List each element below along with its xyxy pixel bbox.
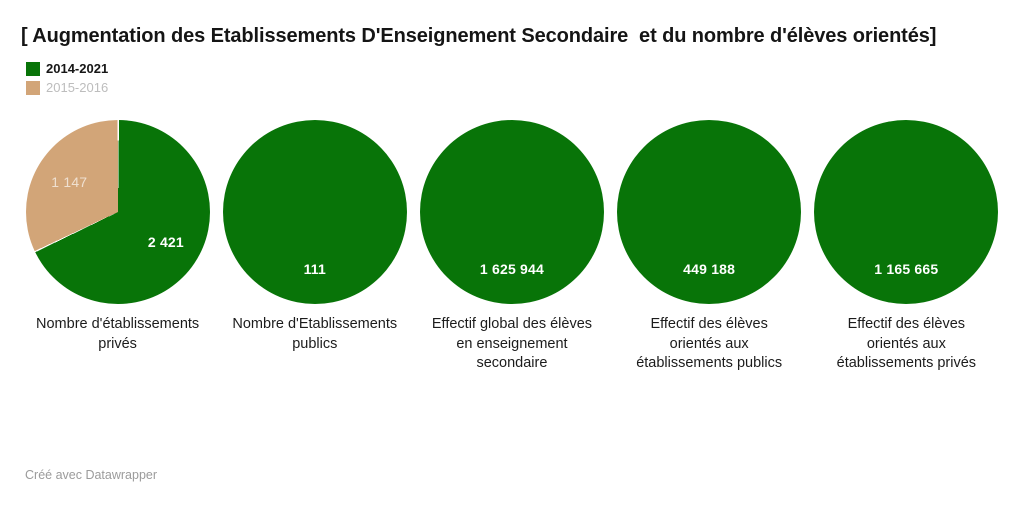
pie-caption: Effectif des élèves orientés aux établis… [636,316,783,371]
pie-effectif-global[interactable]: 1 625 944 [419,120,604,304]
pie-group-etablissements-prives: 2 421 1 147 Nombre d'établissements priv… [19,120,216,374]
pie-etablissements-publics[interactable]: 111 [222,120,407,304]
pie-caption: Nombre d'établissements privés [36,316,200,352]
slice-value-label: 1 147 [51,173,88,190]
pie-caption: Effectif global des élèves en enseigneme… [431,316,593,371]
pie-group-orientes-publics: 449 188 Effectif des élèves orientés aux… [611,120,808,374]
slice-value-label: 1 625 944 [479,261,545,278]
legend-item-2015-2016[interactable]: 2015-2016 [26,79,108,96]
slice-value-label: 449 188 [683,261,736,278]
chart-title: [ Augmentation des Etablissements D'Ense… [21,25,937,47]
slice-value-label: 1 165 665 [874,261,939,278]
pie-orientes-publics[interactable]: 449 188 [617,120,802,304]
pie-caption: Effectif des élèves orientés aux établis… [836,316,977,371]
pie-group-orientes-prives: 1 165 665 Effectif des élèves orientés a… [808,120,1005,374]
pie-group-etablissements-publics: 111 Nombre d'Etablissements publics [216,120,413,374]
legend-label-2014-2021: 2014-2021 [46,61,109,76]
legend-swatch-green [26,61,40,76]
pie-group-effectif-global: 1 625 944 Effectif global des élèves en … [413,120,610,374]
legend-swatch-tan [26,80,40,95]
pie-etablissements-prives[interactable]: 2 421 1 147 [25,120,210,304]
slice-value-label: 111 [303,261,326,278]
pie-orientes-prives[interactable]: 1 165 665 [814,120,999,304]
pies-row: 2 421 1 147 Nombre d'établissements priv… [19,120,1005,374]
legend-item-2014-2021[interactable]: 2014-2021 [26,60,108,77]
slice-value-label: 2 421 [147,234,184,251]
legend: 2014-2021 2015-2016 [26,60,108,98]
attribution-link[interactable]: Créé avec Datawrapper [25,468,158,482]
pie-caption: Nombre d'Etablissements publics [232,316,398,352]
legend-label-2015-2016: 2015-2016 [46,80,109,95]
